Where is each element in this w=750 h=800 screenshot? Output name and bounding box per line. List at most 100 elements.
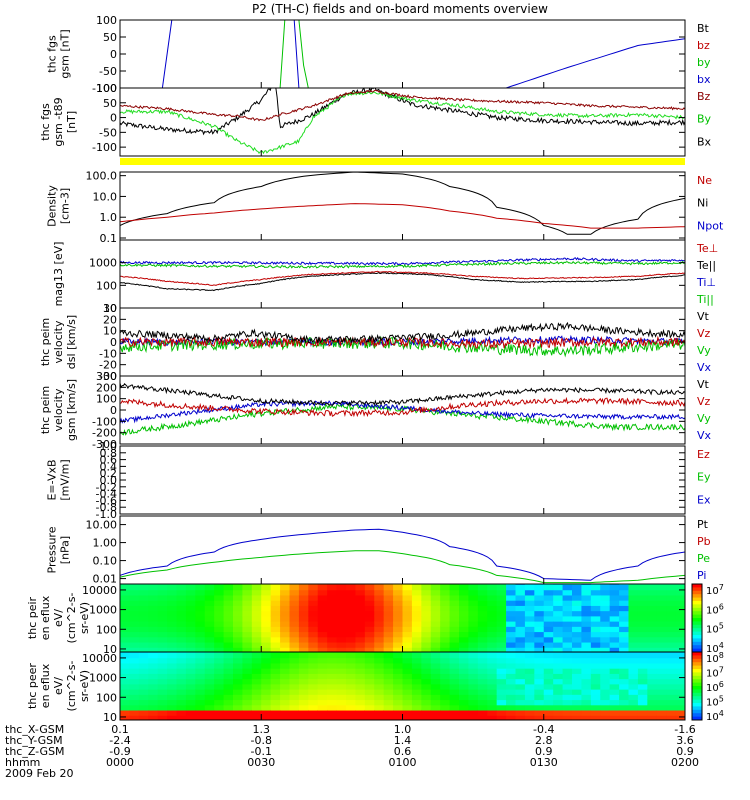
spectrogram-cell xyxy=(251,683,263,690)
spectrogram-cell xyxy=(421,652,432,659)
spectrogram-cell xyxy=(477,709,489,716)
spectrogram-cell xyxy=(298,636,310,643)
spectrogram-cell xyxy=(120,683,131,690)
spectrogram-cell xyxy=(120,699,131,706)
spectrogram-cell xyxy=(167,673,178,680)
spectrogram-cell xyxy=(543,594,555,601)
spectrogram-cell xyxy=(204,631,216,638)
spectrogram-cell xyxy=(270,704,282,711)
spectrogram-cell xyxy=(600,610,611,617)
spectrogram-cell xyxy=(421,641,432,648)
spectrogram-cell xyxy=(487,709,498,716)
spectrogram-cell xyxy=(543,615,555,622)
spectrogram-cell xyxy=(129,699,140,706)
spectrogram-cell xyxy=(468,652,479,659)
spectrogram-cell xyxy=(383,715,395,720)
spectrogram-cell xyxy=(374,668,385,674)
spectrogram-cell xyxy=(336,615,347,622)
spectrogram-cell xyxy=(176,605,187,612)
series-line-Te⊥ xyxy=(120,270,685,286)
spectrogram-cell xyxy=(317,668,329,674)
spectrogram-cell xyxy=(468,683,479,690)
spectrogram-cell xyxy=(195,657,206,664)
spectrogram-cell xyxy=(148,631,159,638)
spectrogram-cell xyxy=(459,704,470,711)
spectrogram-cell xyxy=(524,678,536,685)
spectrogram-cell xyxy=(666,668,677,674)
spectrogram-cell xyxy=(336,699,347,706)
spectrogram-cell xyxy=(666,715,677,720)
spectrogram-cell xyxy=(534,657,545,664)
spectrogram-cell xyxy=(675,641,685,648)
spectrogram-cell xyxy=(600,641,611,648)
spectrogram-cell xyxy=(195,594,206,601)
spectrogram-cell xyxy=(317,673,329,680)
spectrogram-cell xyxy=(411,610,423,617)
spectrogram-cell xyxy=(317,647,329,652)
spectrogram-cell xyxy=(223,668,234,674)
spectrogram-cell xyxy=(327,600,338,606)
spectrogram-cell xyxy=(411,584,423,591)
spectrogram-cell xyxy=(440,668,451,674)
spectrogram-cell xyxy=(214,620,225,627)
spectrogram-cell xyxy=(270,584,282,591)
spectrogram-cell xyxy=(656,605,668,612)
spectrogram-cell xyxy=(223,647,234,652)
spectrogram-cell xyxy=(402,600,413,606)
spectrogram-cell xyxy=(572,636,583,643)
spectrogram-cell xyxy=(656,647,668,652)
spectrogram-cell xyxy=(459,626,470,633)
y-tick-label: 200 xyxy=(96,381,117,394)
spectrogram-cell xyxy=(157,610,169,617)
spectrogram-cell xyxy=(327,688,338,695)
spectrogram-cell xyxy=(308,715,319,720)
spectrogram-cell xyxy=(393,662,404,669)
spectrogram-cell xyxy=(675,704,685,711)
spectrogram-cell xyxy=(430,647,442,652)
spectrogram-cell xyxy=(534,584,545,591)
spectrogram-cell xyxy=(468,584,479,591)
spectrogram-cell xyxy=(298,641,310,648)
spectrogram-cell xyxy=(317,610,329,617)
spectrogram-cell xyxy=(515,699,526,706)
spectrogram-cell xyxy=(421,657,432,664)
spectrogram-cell xyxy=(449,584,460,591)
spectrogram-cell xyxy=(355,668,366,674)
y-tick-label: -0.4 xyxy=(96,488,117,501)
spectrogram-cell xyxy=(317,715,329,720)
spectrogram-cell xyxy=(251,631,263,638)
spectrogram-cell xyxy=(656,657,668,664)
spectrogram-cell xyxy=(204,589,216,596)
y-tick-label: -0.8 xyxy=(96,501,117,514)
spectrogram-cell xyxy=(666,673,677,680)
spectrogram-cell xyxy=(280,673,291,680)
spectrogram-cell xyxy=(590,715,602,720)
spectrogram-cell xyxy=(600,688,611,695)
spectrogram-cell xyxy=(120,662,131,669)
spectrogram-cell xyxy=(157,636,169,643)
y-tick-label: 100.0 xyxy=(86,170,118,183)
series-group-0 xyxy=(120,20,685,88)
spectrogram-cell xyxy=(534,589,545,596)
spectrogram-cell xyxy=(120,641,131,648)
spectrogram-cell xyxy=(600,600,611,606)
spectrogram-cell xyxy=(590,636,602,643)
spectrogram-cell xyxy=(553,610,564,617)
spectrogram-cell xyxy=(355,631,366,638)
spectrogram-cell xyxy=(157,647,169,652)
spectrogram-cell xyxy=(543,610,555,617)
spectrogram-cell xyxy=(204,615,216,622)
spectrogram-cell xyxy=(298,626,310,633)
spectrogram-cell xyxy=(619,704,630,711)
spectrogram-cell xyxy=(402,709,413,716)
spectrogram-cell xyxy=(543,678,555,685)
spectrogram-cell xyxy=(637,636,649,643)
spectrogram-cell xyxy=(543,694,555,701)
y-axis-label: thc peimvelocitygsm [km/s] xyxy=(39,379,78,441)
colorbar-cell xyxy=(692,635,702,639)
spectrogram-cell xyxy=(308,688,319,695)
spectrogram-cell xyxy=(167,694,178,701)
spectrogram-cell xyxy=(223,636,234,643)
y-tick-label: 0 xyxy=(110,336,117,349)
spectrogram-cell xyxy=(317,631,329,638)
